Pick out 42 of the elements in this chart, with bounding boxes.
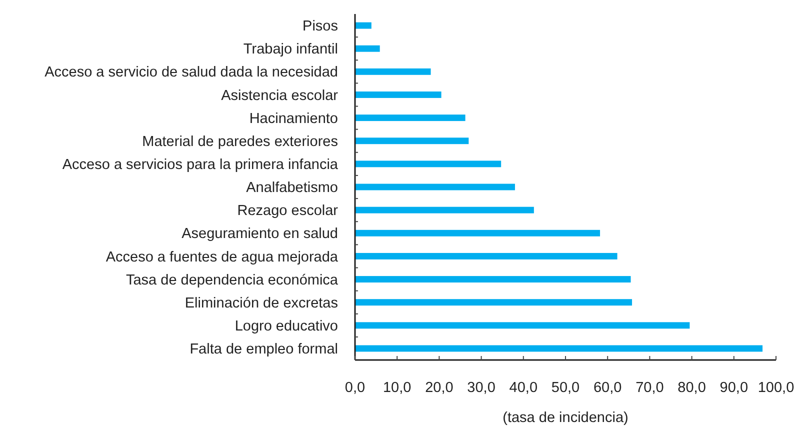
y-tick-label: Analfabetismo — [246, 180, 338, 196]
y-tick-label: Acceso a servicio de salud dada la necesidad — [44, 64, 338, 81]
bar — [355, 160, 502, 168]
y-tick-label: Logro educativo — [234, 318, 338, 334]
bar — [355, 299, 632, 306]
x-tick-label: 20,0 — [425, 380, 454, 396]
x-tick-label: 40,0 — [509, 380, 538, 396]
bar — [355, 230, 600, 236]
bar — [355, 322, 690, 329]
y-tick-label: Acceso a fuentes de agua mejorada — [106, 249, 339, 266]
bar — [355, 45, 380, 52]
y-tick-label: Aseguramiento en salud — [182, 226, 338, 242]
x-tick-label: 10,0 — [382, 380, 412, 396]
bar — [355, 276, 631, 282]
y-tick-label: Asistencia escolar — [221, 88, 338, 104]
bar — [355, 114, 466, 122]
y-tick-label: Tasa de dependencia económica — [126, 272, 339, 288]
y-tick-label: Pisos — [302, 18, 338, 35]
x-tick-label: 90,0 — [720, 380, 748, 396]
x-tick-label: 80,0 — [678, 380, 706, 396]
y-tick-label: Eliminación de excretas — [184, 295, 338, 312]
bar — [355, 68, 431, 75]
y-tick-label: Hacinamiento — [249, 110, 338, 127]
bar — [355, 184, 515, 190]
bar — [355, 206, 534, 214]
y-tick-label: Trabajo infantil — [243, 42, 338, 58]
bar — [355, 345, 763, 352]
x-tick-label: 60,0 — [593, 380, 622, 396]
x-tick-label: 30,0 — [467, 380, 496, 396]
y-tick-label: Rezago escolar — [237, 203, 338, 220]
bar — [355, 22, 372, 29]
bar — [355, 92, 442, 98]
bar — [355, 138, 469, 144]
bar — [355, 252, 618, 260]
x-axis-title: (tasa de incidencia) — [502, 410, 628, 426]
y-tick-label: Falta de empleo formal — [190, 342, 338, 358]
x-tick-label: 50,0 — [551, 380, 580, 396]
x-tick-label: 100,0 — [758, 380, 794, 396]
y-tick-label: Material de paredes exteriores — [142, 134, 338, 150]
x-tick-label: 0,0 — [344, 380, 366, 396]
y-tick-label: Acceso a servicios para la primera infancia — [62, 157, 339, 174]
x-tick-label: 70,0 — [636, 380, 664, 396]
